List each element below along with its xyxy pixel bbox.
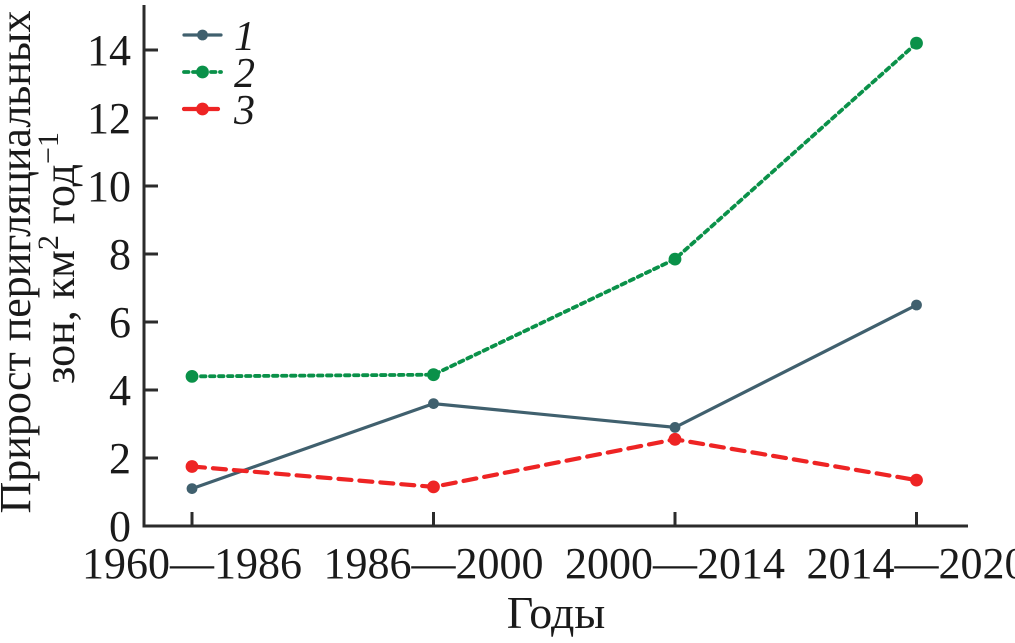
legend-sample-marker-1 — [197, 29, 208, 41]
series-3-marker — [668, 432, 682, 446]
legend-label-3: 3 — [233, 88, 255, 134]
x-tick-label: 1960—1986 — [82, 539, 302, 588]
y-tick-label: 6 — [109, 298, 131, 347]
series-2-marker — [427, 368, 440, 382]
series-2-marker — [185, 370, 199, 383]
x-axis-title: Годы — [507, 587, 606, 638]
y-axis-title-line: Прирост перигляциальных — [0, 11, 40, 514]
series-line-2 — [190, 41, 919, 379]
series-line-1 — [190, 303, 919, 491]
legend-sample-marker-3 — [196, 102, 209, 116]
series-2-marker — [910, 36, 923, 50]
series-1-marker — [669, 422, 681, 433]
legend-label-2: 2 — [234, 51, 255, 97]
series-3-marker — [185, 460, 199, 473]
y-axis-title-line: зон, км2 год−1 — [32, 132, 84, 384]
series-3-marker — [427, 480, 440, 494]
legend-sample-marker-2 — [196, 65, 209, 79]
series-1-marker — [428, 398, 439, 409]
series-3-marker — [910, 473, 923, 487]
series-line-3 — [189, 437, 919, 490]
x-tick-label: 1986—2000 — [324, 539, 544, 588]
axes-spine — [142, 5, 968, 528]
x-tick-label: 2000—2014 — [565, 539, 785, 588]
series-1-marker — [186, 483, 198, 494]
series-1-marker — [911, 299, 922, 311]
y-tick-label: 4 — [109, 366, 131, 415]
y-tick-label: 8 — [109, 230, 131, 279]
y-tick-label: 0 — [109, 502, 131, 551]
y-tick-label: 2 — [109, 434, 131, 483]
series-2-marker — [668, 252, 682, 266]
x-tick-label: 2014—2020 — [807, 539, 1015, 588]
y-tick-label: 10 — [87, 162, 131, 211]
y-tick-label: 12 — [87, 94, 131, 143]
legend-label-1: 1 — [234, 14, 255, 60]
y-tick-label: 14 — [87, 26, 131, 75]
